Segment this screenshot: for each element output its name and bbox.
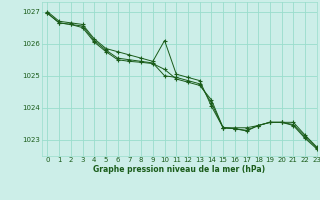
X-axis label: Graphe pression niveau de la mer (hPa): Graphe pression niveau de la mer (hPa) xyxy=(93,165,265,174)
